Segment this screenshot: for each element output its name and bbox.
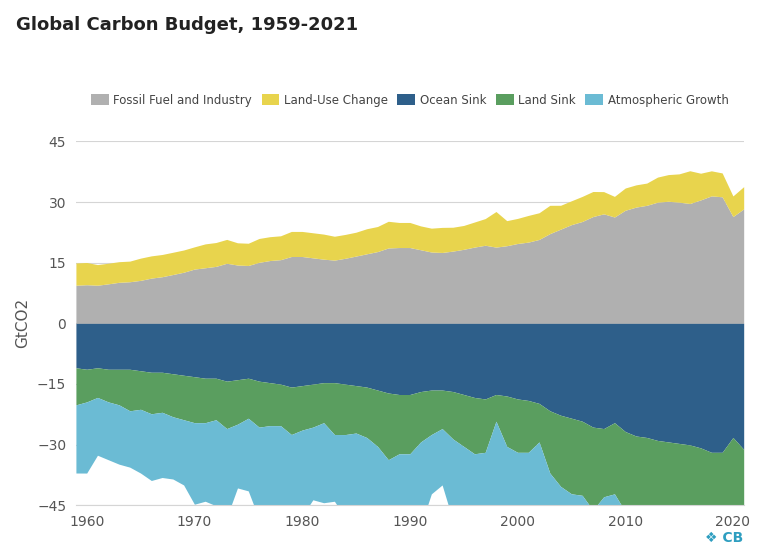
Text: ❖ CB: ❖ CB [705, 531, 743, 544]
Y-axis label: GtCO2: GtCO2 [15, 298, 30, 348]
Legend: Fossil Fuel and Industry, Land-Use Change, Ocean Sink, Land Sink, Atmospheric Gr: Fossil Fuel and Industry, Land-Use Chang… [87, 89, 733, 112]
Text: Global Carbon Budget, 1959-2021: Global Carbon Budget, 1959-2021 [16, 16, 358, 34]
